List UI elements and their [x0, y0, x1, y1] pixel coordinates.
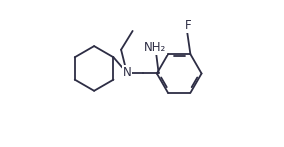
Text: NH₂: NH₂ [144, 41, 166, 54]
Text: F: F [185, 19, 191, 32]
Text: N: N [122, 66, 131, 79]
